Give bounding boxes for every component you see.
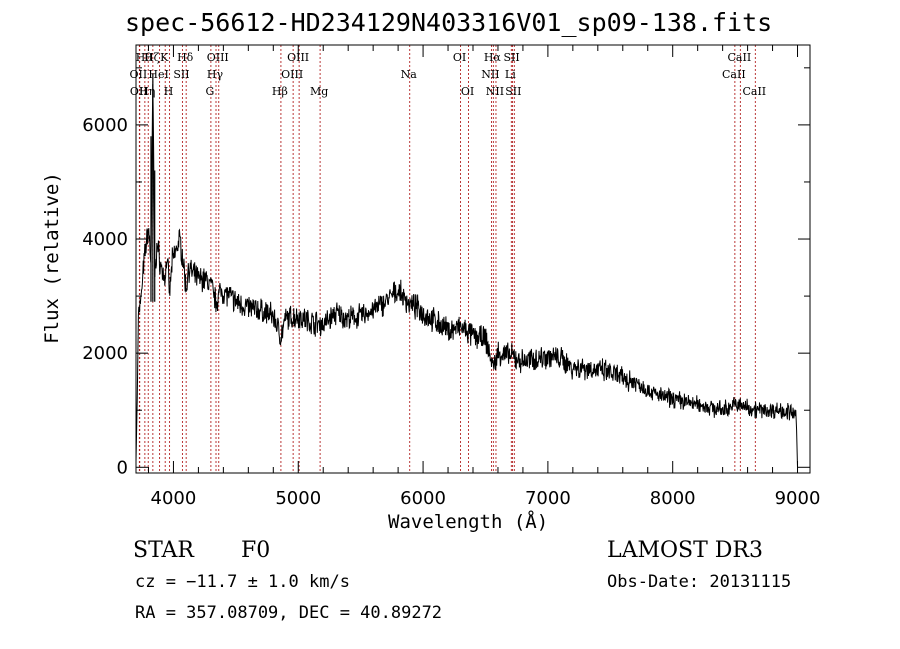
x-tick-label: 5000 [275,488,321,509]
x-tick-label: 9000 [775,488,821,509]
x-axis-label: Wavelength (Å) [388,511,549,533]
spectral-line-label: Hβ [272,85,288,98]
spectral-line-label: SII [503,51,519,64]
series-layer [135,73,798,468]
observation-date: Obs-Date: 20131115 [607,572,792,592]
spectral-line-label: Hγ [207,68,224,81]
ticks-layer [136,45,810,473]
spectral-line-label: CaII [742,85,766,98]
spectral-line-label: OI [453,51,466,64]
tick-labels-layer: 4000 5000 6000 7000 8000 9000 0 2000 4000 6000 [82,115,820,509]
spectral-line-label: NII [481,68,499,81]
spectral-line-label: CaII [728,51,752,64]
spectral-line-label: H [164,85,174,98]
spectral-line-label: OIII [281,68,303,81]
classification: STAR F0 [133,538,270,563]
y-axis-label: Flux (relative) [41,172,63,344]
spectral-line-label: G [205,85,214,98]
spectral-line-label: OI [461,85,474,98]
spectral-line-label: NII [486,85,504,98]
spectral-line-label: Hθ [136,51,153,64]
spectral-line-label: CaII [722,68,746,81]
y-tick-label: 0 [117,457,128,478]
spectral-line-label: K [160,51,169,64]
spectral-line-label: Na [401,68,418,81]
x-tick-label: 8000 [650,488,696,509]
coordinates-line: RA = 357.08709, DEC = 40.89272 [135,603,443,623]
x-tick-label: 7000 [525,488,571,509]
spectral-line-label: SII [173,68,189,81]
spectral-line-label: SII [505,85,521,98]
x-tick-label: 6000 [400,488,446,509]
survey-name: LAMOST DR3 [607,538,763,563]
y-tick-label: 2000 [82,343,128,364]
spectral-line-label: Hζ [144,51,160,64]
y-tick-label: 4000 [82,229,128,250]
spectral-line-label: OIII [207,51,229,64]
spectral-line-label: Hδ [177,51,194,64]
spectral-line-label: Hα [484,51,502,64]
flux-series-line [135,83,798,468]
spectral-line-label: OIII [287,51,309,64]
x-tick-label: 4000 [151,488,197,509]
chart-title: spec-56612-HD234129N403316V01_sp09-138.f… [125,8,773,37]
spectral-line-label: Li [505,68,516,81]
spectral-line-label: Hη [139,85,155,98]
redshift-line: cz = −11.7 ± 1.0 km/s [135,572,350,592]
subclass: F0 [241,538,271,563]
spectral-line-label: HeI [148,68,168,81]
object-class: STAR [133,538,194,563]
spectral-line-label: Mg [310,85,328,98]
spectral-lines-layer [138,45,756,473]
spectral-line-label: OII [130,68,148,81]
y-tick-label: 6000 [82,115,128,136]
spectral-line-label: OII [130,85,148,98]
line-labels-layer: OII OII Hθ Hη Hζ HeI K H SII Hδ G Hγ OIII Hβ OIII OIII M… [130,51,767,98]
